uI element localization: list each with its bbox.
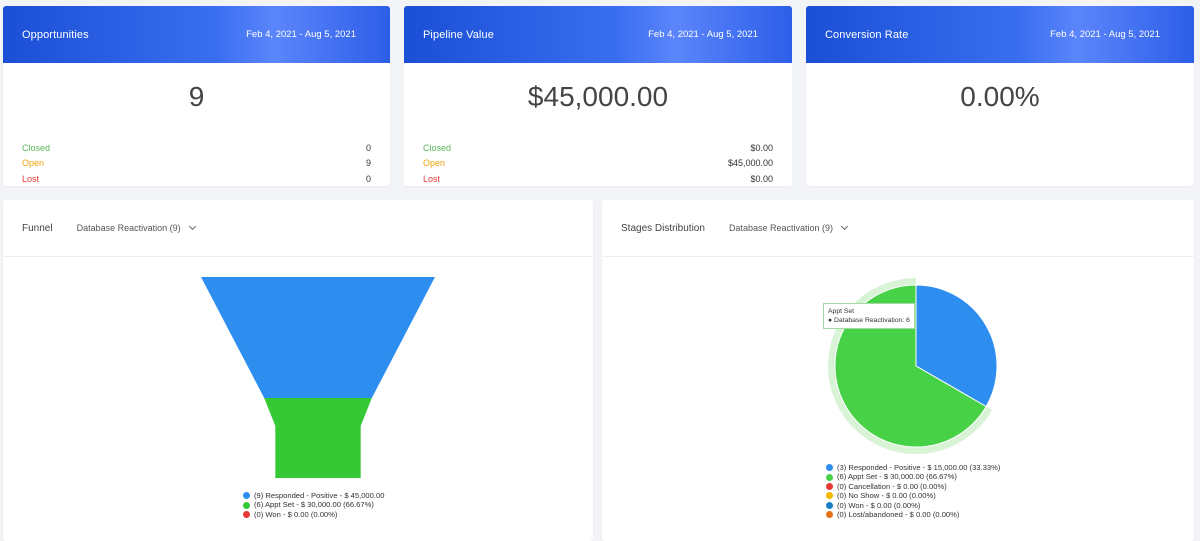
legend-dot bbox=[826, 511, 833, 519]
funnel-chart bbox=[201, 277, 435, 478]
legend-label: (3) Responded - Positive - $ 15,000.00 (… bbox=[837, 463, 1001, 472]
legend-dot bbox=[243, 501, 250, 509]
stages-distribution-panel: Stages Distribution Database Reactivatio… bbox=[602, 200, 1194, 541]
chevron-down-icon bbox=[188, 222, 196, 231]
closed-row: Closed $0.00 bbox=[423, 140, 773, 156]
pie-chart bbox=[828, 278, 998, 454]
open-row: Open $45,000.00 bbox=[423, 156, 773, 172]
opportunities-breakdown: Closed 0 Open 9 Lost 0 bbox=[3, 117, 390, 186]
panel-title: Stages Distribution bbox=[621, 222, 705, 234]
conversion-rate-value: 0.00% bbox=[960, 81, 1040, 112]
opportunities-card-header: Opportunities Feb 4, 2021 - Aug 5, 2021 bbox=[3, 6, 390, 63]
opportunities-card: Opportunities Feb 4, 2021 - Aug 5, 2021 … bbox=[3, 6, 390, 186]
legend-label: (6) Appt Set - $ 30,000.00 (66.67%) bbox=[837, 472, 957, 482]
open-label: Open bbox=[423, 158, 446, 169]
legend-item[interactable]: (0) No Show - $ 0.00 (0.00%) bbox=[826, 491, 1000, 500]
pie-slice-responded-positive[interactable] bbox=[915, 284, 998, 408]
open-row: Open 9 bbox=[22, 156, 371, 172]
closed-value: 0 bbox=[365, 142, 371, 153]
funnel-panel: Funnel Database Reactivation (9) (9) Res… bbox=[3, 200, 593, 541]
legend-item[interactable]: (9) Responded - Positive - $ 45,000.00 bbox=[243, 491, 384, 500]
lost-row: Lost 0 bbox=[22, 171, 371, 186]
stages-distribution-panel-header: Stages Distribution Database Reactivatio… bbox=[602, 200, 1194, 257]
lost-label: Lost bbox=[22, 173, 40, 184]
legend-item[interactable]: (0) Cancellation - $ 0.00 (0.00%) bbox=[826, 482, 1000, 491]
legend-dot bbox=[826, 473, 833, 481]
pipeline-select[interactable]: Database Reactivation (9) bbox=[76, 222, 196, 233]
closed-label: Closed bbox=[423, 142, 452, 153]
legend-item[interactable]: (6) Appt Set - $ 30,000.00 (66.67%) bbox=[826, 472, 1000, 481]
legend-label: (0) No Show - $ 0.00 (0.00%) bbox=[837, 491, 936, 501]
lost-value: $0.00 bbox=[750, 173, 773, 184]
pipeline-value-card-header: Pipeline Value Feb 4, 2021 - Aug 5, 2021 bbox=[404, 6, 792, 63]
tooltip-line: ● Database Reactivation: 6 bbox=[828, 317, 910, 324]
legend-label: (0) Lost/abandoned - $ 0.00 (0.00%) bbox=[837, 510, 960, 520]
funnel-stage-appt-set[interactable] bbox=[264, 398, 372, 478]
date-range: Feb 4, 2021 - Aug 5, 2021 bbox=[1050, 29, 1160, 40]
funnel-legend: (9) Responded - Positive - $ 45,000.00 (… bbox=[243, 491, 384, 519]
pipeline-value-breakdown: Closed $0.00 Open $45,000.00 Lost $0.00 bbox=[404, 117, 792, 186]
conversion-rate-card-header: Conversion Rate Feb 4, 2021 - Aug 5, 202… bbox=[806, 6, 1194, 63]
funnel-panel-header: Funnel Database Reactivation (9) bbox=[3, 200, 593, 257]
lost-row: Lost $0.00 bbox=[423, 171, 773, 186]
open-value: $45,000.00 bbox=[727, 158, 773, 169]
legend-dot bbox=[243, 511, 250, 519]
lost-label: Lost bbox=[423, 173, 441, 184]
pipeline-value-card: Pipeline Value Feb 4, 2021 - Aug 5, 2021… bbox=[404, 6, 792, 186]
chevron-down-icon bbox=[840, 222, 849, 231]
legend-dot bbox=[826, 483, 833, 491]
pipeline-value-total: $45,000.00 bbox=[527, 81, 669, 112]
closed-value: $0.00 bbox=[750, 142, 773, 153]
closed-label: Closed bbox=[22, 142, 51, 153]
legend-label: (9) Responded - Positive - $ 45,000.00 bbox=[254, 491, 385, 500]
closed-row: Closed 0 bbox=[22, 140, 371, 156]
legend-dot bbox=[243, 492, 250, 500]
pipeline-select-value: Database Reactivation (9) bbox=[76, 223, 181, 233]
opportunities-count: 9 bbox=[188, 81, 205, 112]
legend-item[interactable]: (0) Won - $ 0.00 (0.00%) bbox=[243, 510, 384, 519]
card-title: Opportunities bbox=[22, 28, 89, 41]
legend-item[interactable]: (0) Lost/abandoned - $ 0.00 (0.00%) bbox=[826, 510, 1000, 519]
conversion-rate-card: Conversion Rate Feb 4, 2021 - Aug 5, 202… bbox=[806, 6, 1194, 186]
pipeline-select[interactable]: Database Reactivation (9) bbox=[728, 222, 849, 233]
funnel-stage-responded-positive[interactable] bbox=[201, 277, 435, 398]
legend-item[interactable]: (6) Appt Set - $ 30,000.00 (66.67%) bbox=[243, 500, 384, 509]
tooltip-title: Appt Set bbox=[828, 308, 855, 315]
legend-dot bbox=[826, 492, 833, 500]
legend-item[interactable]: (3) Responded - Positive - $ 15,000.00 (… bbox=[826, 463, 1000, 472]
legend-label: (6) Appt Set - $ 30,000.00 (66.67%) bbox=[254, 500, 374, 510]
legend-label: (0) Won - $ 0.00 (0.00%) bbox=[254, 509, 338, 519]
legend-label: (0) Won - $ 0.00 (0.00%) bbox=[837, 500, 921, 510]
chart-tooltip: Appt Set ● Database Reactivation: 6 bbox=[823, 303, 915, 329]
legend-item[interactable]: (0) Won - $ 0.00 (0.00%) bbox=[826, 501, 1000, 510]
panel-title: Funnel bbox=[22, 222, 53, 234]
legend-dot bbox=[826, 464, 833, 472]
legend-label: (0) Cancellation - $ 0.00 (0.00%) bbox=[837, 481, 947, 491]
card-title: Conversion Rate bbox=[825, 28, 909, 41]
open-label: Open bbox=[22, 158, 45, 169]
legend-dot bbox=[826, 501, 833, 509]
card-title: Pipeline Value bbox=[423, 28, 494, 41]
stages-legend: (3) Responded - Positive - $ 15,000.00 (… bbox=[826, 463, 1000, 519]
lost-value: 0 bbox=[365, 173, 371, 184]
open-value: 9 bbox=[365, 158, 371, 169]
date-range: Feb 4, 2021 - Aug 5, 2021 bbox=[648, 29, 758, 40]
date-range: Feb 4, 2021 - Aug 5, 2021 bbox=[246, 29, 356, 40]
pipeline-select-value: Database Reactivation (9) bbox=[728, 223, 833, 233]
